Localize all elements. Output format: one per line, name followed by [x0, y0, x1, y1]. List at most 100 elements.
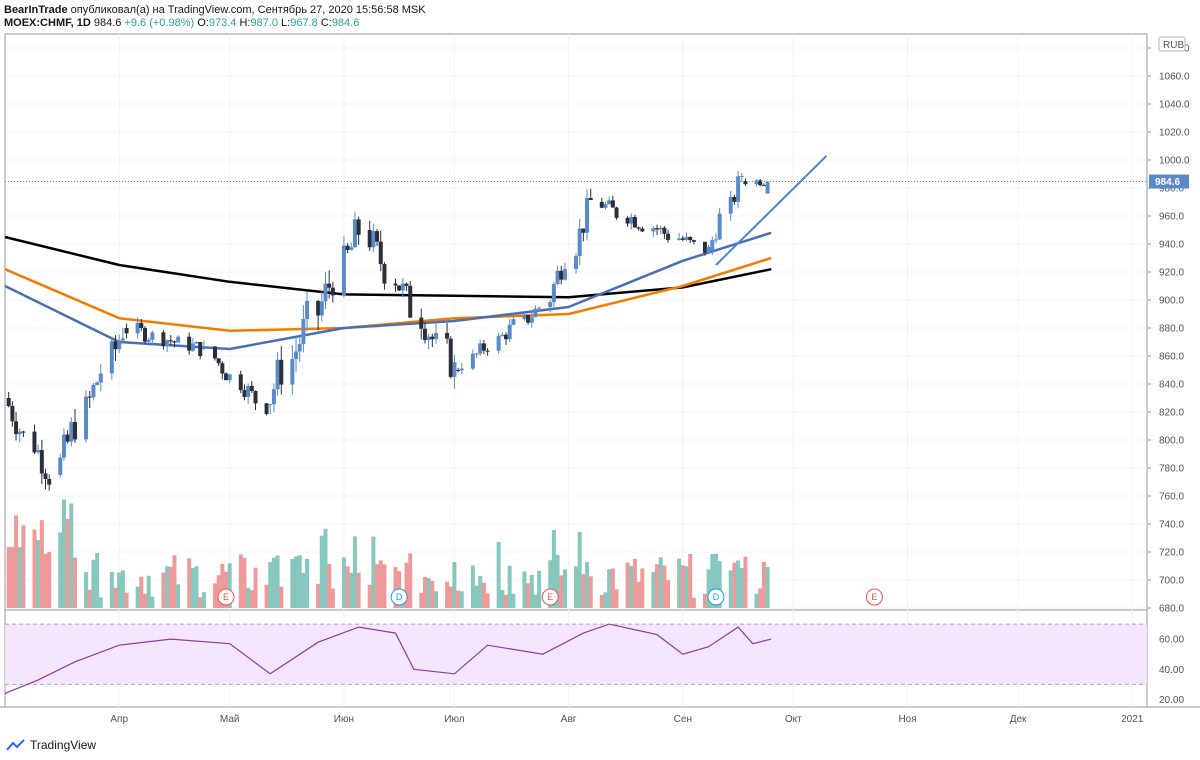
- candle-body: [666, 233, 671, 240]
- volume-bar: [84, 572, 89, 608]
- volume-bar: [113, 587, 118, 608]
- candle-body: [459, 368, 464, 371]
- volume-bar: [680, 565, 685, 608]
- volume-bar: [146, 575, 151, 608]
- volume-bar: [47, 551, 52, 608]
- volume-bar: [349, 572, 354, 608]
- volume-bar: [754, 593, 759, 608]
- axes: 1080.01060.01040.01020.01000.0980.0960.0…: [110, 36, 1190, 725]
- ma-line-ma200: [4, 235, 772, 299]
- current-price-label: 984.6: [1155, 177, 1180, 188]
- candle-body: [150, 332, 155, 340]
- volume-bar: [253, 567, 258, 608]
- price-tick-label: 760.0: [1159, 492, 1184, 503]
- volume-bar: [6, 546, 11, 608]
- volume-bar: [478, 576, 483, 608]
- candle-body: [176, 336, 181, 343]
- earnings-event-icon: E: [217, 588, 235, 606]
- volume-bar: [17, 547, 22, 608]
- author-name[interactable]: BearInTrade: [4, 4, 68, 16]
- candle-body: [529, 317, 534, 323]
- volume-bar: [422, 576, 427, 608]
- volume-bar: [249, 590, 254, 608]
- candle-body: [470, 353, 475, 369]
- volume-bar: [430, 580, 435, 608]
- rsi-pane: [4, 623, 1147, 694]
- volume-bar: [187, 558, 192, 608]
- volume-bar: [574, 566, 578, 608]
- tradingview-logo-icon: [6, 739, 25, 751]
- price-tick-label: 700.0: [1159, 576, 1184, 587]
- event-circle: [865, 588, 883, 606]
- volume-bar: [242, 557, 247, 608]
- rsi-band: [5, 624, 1147, 685]
- candle-body: [393, 283, 398, 286]
- volume-bar: [655, 564, 660, 608]
- price-tick-label: 940.0: [1159, 240, 1184, 251]
- event-label: E: [547, 592, 553, 602]
- volume-bar: [279, 586, 284, 608]
- rsi-tick-label: 20.00: [1159, 695, 1184, 706]
- volume-bar: [555, 554, 560, 608]
- candle-body: [238, 374, 243, 391]
- volume-bar: [198, 597, 203, 608]
- candle-body: [168, 340, 173, 342]
- candle-body: [548, 302, 553, 307]
- candle-body: [651, 228, 656, 232]
- footer-brand[interactable]: TradingView: [6, 738, 96, 752]
- candle-body: [190, 343, 195, 351]
- candle-body: [10, 405, 15, 422]
- volume-bar: [345, 566, 350, 608]
- candle-body: [345, 245, 350, 251]
- candle-body: [220, 363, 225, 374]
- volume-bar: [474, 585, 479, 608]
- candle-body: [161, 332, 166, 347]
- volume-bar: [710, 554, 715, 608]
- candle-body: [632, 216, 637, 228]
- time-axis-label: Июл: [444, 714, 464, 725]
- time-axis-label: Июн: [334, 714, 354, 725]
- candle-body: [135, 322, 140, 334]
- candle-body: [426, 336, 431, 341]
- candle-body: [120, 338, 125, 341]
- volume-bar: [459, 591, 464, 608]
- candle-body: [761, 185, 766, 187]
- price-tick-label: 1000.0: [1159, 156, 1190, 167]
- candle-body: [677, 238, 682, 240]
- volume-bar: [301, 572, 306, 608]
- price-tick-label: 1040.0: [1159, 100, 1190, 111]
- candle-body: [6, 398, 11, 406]
- volume-bar: [599, 595, 604, 608]
- volume-bar: [95, 553, 100, 608]
- volume-bar: [150, 596, 155, 608]
- candle-body: [43, 473, 48, 479]
- candle-body: [640, 228, 645, 232]
- candle-body: [352, 219, 357, 248]
- candle-body: [481, 343, 486, 351]
- volume-bar: [117, 572, 122, 608]
- candle-body: [577, 228, 582, 257]
- candle-body: [562, 269, 567, 280]
- candle-body: [95, 382, 100, 385]
- candle-body: [448, 338, 453, 377]
- time-axis-label: Май: [220, 714, 240, 725]
- rsi-tick-label: 60.00: [1159, 635, 1184, 646]
- volume-bar: [739, 568, 744, 608]
- candle-body: [702, 241, 707, 253]
- candle-body: [279, 359, 284, 385]
- volume-bar: [603, 592, 608, 608]
- event-label: E: [223, 592, 229, 602]
- volume-bar: [662, 565, 667, 608]
- event-label: E: [871, 592, 877, 602]
- time-axis-label: 2021: [1121, 714, 1144, 725]
- high-label: H:: [239, 17, 251, 29]
- volume-bar: [496, 542, 501, 608]
- symbol-label[interactable]: MOEX:CHMF, 1D: [4, 17, 91, 29]
- candle-body: [419, 317, 424, 329]
- earnings-event-icon: E: [865, 588, 883, 606]
- ma-line-ma50: [4, 231, 772, 351]
- price-tick-label: 1060.0: [1159, 72, 1190, 83]
- event-label: D: [713, 592, 720, 602]
- candle-body: [397, 285, 402, 291]
